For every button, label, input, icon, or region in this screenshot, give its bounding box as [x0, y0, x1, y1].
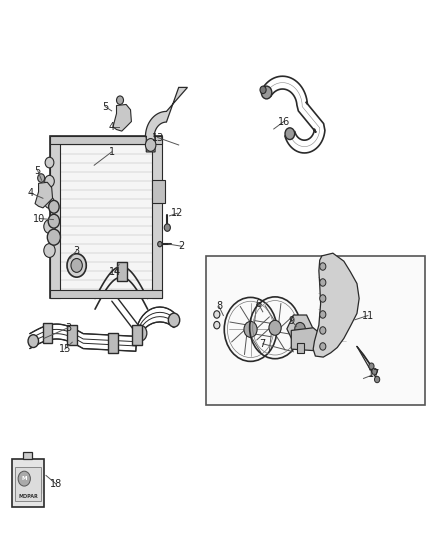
Text: 13: 13: [152, 133, 164, 142]
Polygon shape: [313, 253, 359, 357]
Circle shape: [47, 229, 60, 245]
FancyBboxPatch shape: [15, 467, 41, 501]
Circle shape: [372, 368, 377, 375]
Text: 16: 16: [278, 117, 290, 126]
Circle shape: [28, 335, 39, 348]
FancyBboxPatch shape: [132, 325, 142, 345]
Polygon shape: [145, 87, 187, 152]
Circle shape: [44, 244, 55, 257]
Polygon shape: [287, 315, 313, 343]
Text: 3: 3: [74, 246, 80, 255]
Circle shape: [18, 471, 30, 486]
Text: 15: 15: [59, 344, 71, 354]
FancyBboxPatch shape: [206, 256, 425, 405]
FancyBboxPatch shape: [117, 262, 127, 281]
Circle shape: [214, 321, 220, 329]
FancyBboxPatch shape: [23, 452, 32, 459]
Text: MOPAR: MOPAR: [18, 495, 38, 499]
Circle shape: [44, 220, 55, 233]
Circle shape: [320, 343, 326, 350]
Circle shape: [117, 96, 124, 104]
Text: 9: 9: [288, 316, 294, 326]
Circle shape: [320, 327, 326, 334]
Circle shape: [260, 86, 266, 94]
Circle shape: [320, 311, 326, 318]
Circle shape: [48, 214, 60, 228]
Circle shape: [261, 86, 272, 99]
Circle shape: [71, 259, 82, 272]
Circle shape: [320, 279, 326, 286]
FancyBboxPatch shape: [67, 325, 77, 345]
Circle shape: [285, 128, 295, 140]
Text: 18: 18: [50, 479, 62, 489]
Text: 4: 4: [109, 122, 115, 132]
Text: 5: 5: [102, 102, 108, 111]
Circle shape: [269, 320, 281, 335]
Text: 12: 12: [171, 208, 184, 218]
Polygon shape: [113, 104, 131, 131]
FancyBboxPatch shape: [50, 136, 60, 298]
Text: 14: 14: [109, 267, 121, 277]
Circle shape: [134, 325, 147, 341]
Circle shape: [45, 175, 54, 187]
Text: 17: 17: [368, 369, 381, 379]
FancyBboxPatch shape: [297, 343, 304, 353]
Circle shape: [45, 157, 54, 168]
FancyBboxPatch shape: [12, 459, 44, 507]
Circle shape: [244, 321, 257, 337]
Circle shape: [45, 197, 54, 208]
Circle shape: [158, 241, 162, 247]
FancyBboxPatch shape: [50, 136, 162, 144]
Circle shape: [38, 174, 45, 182]
Circle shape: [320, 295, 326, 302]
Circle shape: [67, 254, 86, 277]
Circle shape: [295, 322, 305, 335]
Text: 10: 10: [33, 214, 46, 223]
Text: 11: 11: [362, 311, 374, 320]
FancyBboxPatch shape: [50, 136, 162, 298]
Text: 4: 4: [28, 188, 34, 198]
Text: 7: 7: [260, 339, 266, 349]
Circle shape: [145, 139, 156, 151]
Text: 5: 5: [35, 166, 41, 175]
Text: 8: 8: [216, 302, 222, 311]
FancyBboxPatch shape: [43, 322, 53, 343]
Polygon shape: [35, 182, 53, 208]
Circle shape: [214, 311, 220, 318]
Circle shape: [168, 313, 180, 327]
FancyBboxPatch shape: [152, 180, 165, 203]
FancyBboxPatch shape: [50, 290, 162, 298]
Circle shape: [320, 263, 326, 270]
Text: 1: 1: [109, 147, 115, 157]
FancyBboxPatch shape: [152, 136, 162, 298]
Circle shape: [374, 376, 380, 383]
Circle shape: [164, 224, 170, 231]
FancyBboxPatch shape: [109, 333, 118, 353]
Circle shape: [369, 363, 374, 369]
Circle shape: [49, 200, 59, 213]
Text: 3: 3: [65, 323, 71, 333]
Polygon shape: [291, 328, 320, 351]
Text: M: M: [21, 476, 27, 481]
Text: 6: 6: [255, 299, 261, 309]
Text: 2: 2: [179, 241, 185, 251]
